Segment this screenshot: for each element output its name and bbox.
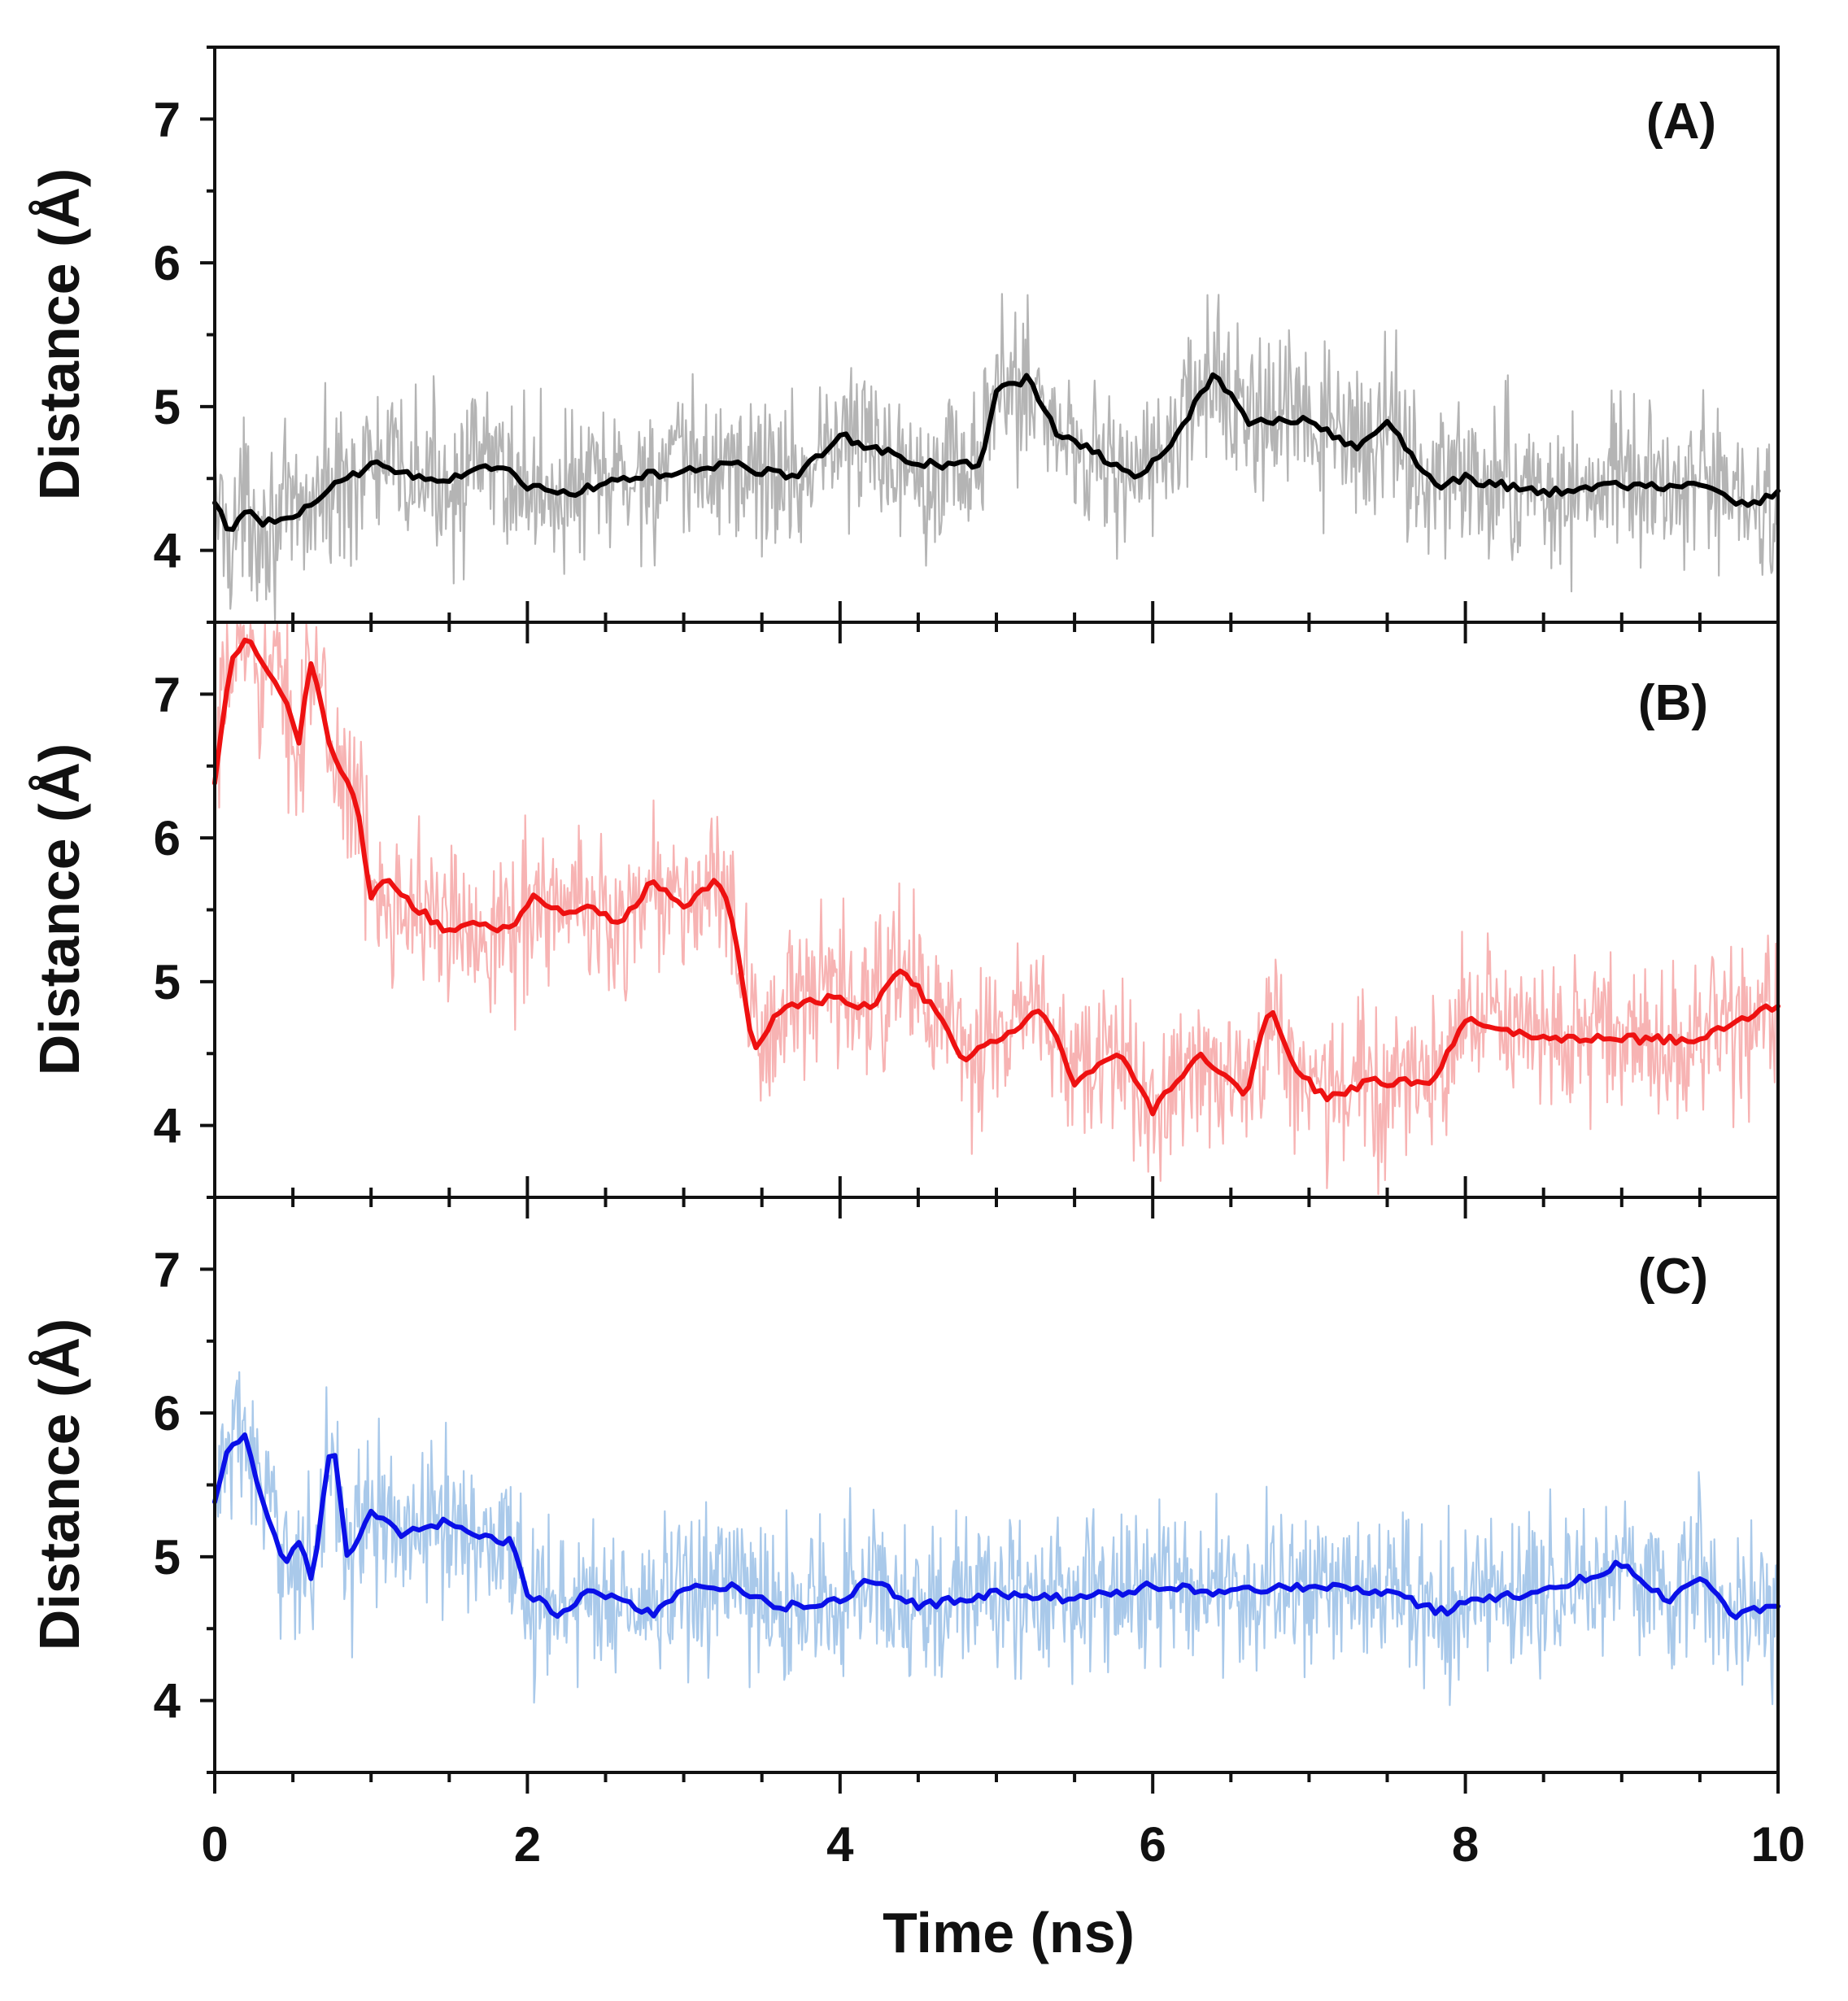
panel-c-label: (C) [1638,1249,1708,1305]
panel-b-series-raw [213,622,1780,1196]
x-tick-label: 6 [1140,1817,1166,1872]
panel-a-label: (A) [1646,94,1716,150]
panel-b-frame [213,621,1780,1199]
x-axis-title: Time (ns) [883,1901,1135,1964]
panel-c-series-smoothed [212,1432,1780,1620]
panel-a-y-tick-label: 4 [154,524,181,578]
panel-a-frame [213,46,1780,624]
panel-a: 4 5 6 7 Distance (Å) (A) [28,46,1780,643]
panel-c-y-axis-title: Distance (Å) [28,1319,91,1650]
x-tick-labels: 0 2 4 6 8 10 [201,1817,1805,1872]
panel-b-label: (B) [1638,675,1708,731]
panel-b-y-tick-label: 7 [154,667,181,721]
panel-b-y-tick-label: 5 [154,955,181,1009]
panel-b-series-smoothed [212,637,1780,1117]
panel-b-y-ticks: 4 5 6 7 [154,621,215,1199]
panel-a-y-tick-label: 7 [154,92,181,146]
panel-c-y-tick-label: 6 [154,1386,181,1441]
panel-b-series [212,622,1780,1196]
panel-c-series-raw [213,1371,1780,1707]
panel-a-y-axis-title: Distance (Å) [28,168,91,500]
panel-b-y-tick-label: 4 [154,1099,181,1153]
panel-c: 4 5 6 7 Distance (Å) (C) [28,1196,1780,1794]
x-tick-label: 8 [1452,1817,1479,1872]
panel-a-series-raw [213,293,1780,622]
panel-b: 4 5 6 7 Distance (Å) (B) [28,621,1780,1218]
x-tick-label: 10 [1751,1817,1806,1872]
panel-a-y-tick-label: 6 [154,236,181,290]
panel-a-y-tick-label: 5 [154,380,181,434]
x-tick-label: 4 [826,1817,854,1872]
panel-b-y-tick-label: 6 [154,811,181,865]
panel-c-x-ticks [213,1772,1780,1794]
panel-c-y-tick-label: 7 [154,1242,181,1297]
x-tick-label: 0 [201,1817,228,1872]
panel-c-y-ticks: 4 5 6 7 [154,1196,215,1774]
panel-a-series [212,293,1780,622]
x-tick-label: 2 [514,1817,541,1872]
panel-b-y-axis-title: Distance (Å) [28,743,91,1075]
panel-c-series [212,1371,1780,1707]
panel-a-series-smoothed [212,372,1780,532]
panel-c-y-tick-label: 4 [154,1674,181,1729]
panel-c-y-tick-label: 5 [154,1530,181,1585]
panel-c-frame [213,1196,1780,1774]
panel-a-y-ticks: 4 5 6 7 [154,46,215,624]
